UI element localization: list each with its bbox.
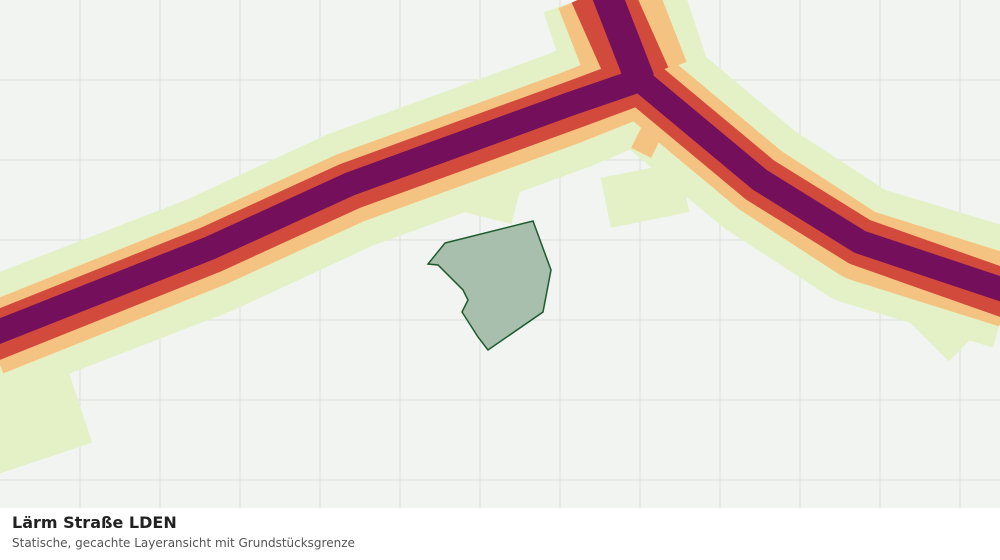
map [0, 0, 1000, 508]
parcel-boundary [426, 220, 552, 352]
map-subtitle: Statische, gecachte Layeransicht mit Gru… [12, 536, 355, 550]
map-title: Lärm Straße LDEN [12, 513, 177, 532]
noise-layer [0, 0, 1000, 474]
noise-band-very-high [0, 0, 1000, 344]
